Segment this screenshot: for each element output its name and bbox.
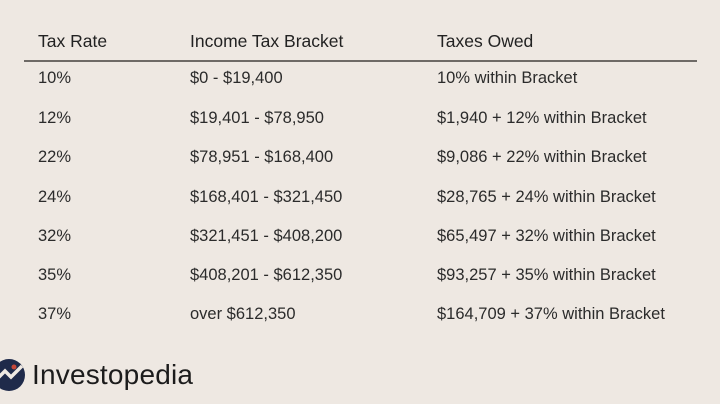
- cell-tax-rate: 24%: [38, 188, 72, 206]
- header-income-tax-bracket: Income Tax Bracket: [190, 31, 344, 51]
- cell-taxes-owed: $164,709 + 37% within Bracket: [437, 305, 665, 323]
- cell-tax-rate: 22%: [38, 148, 72, 166]
- cell-taxes-owed: $65,497 + 32% within Bracket: [437, 227, 656, 245]
- cell-income-bracket: over $612,350: [190, 305, 296, 323]
- cell-income-bracket: $168,401 - $321,450: [190, 188, 343, 206]
- table-row: 32% $321,451 - $408,200 $65,497 + 32% with…: [0, 224, 720, 248]
- header-divider: [24, 60, 697, 62]
- cell-tax-rate: 10%: [38, 69, 72, 87]
- cell-tax-rate: 37%: [38, 305, 72, 323]
- cell-income-bracket: $0 - $19,400: [190, 69, 283, 87]
- table-row: 35% $408,201 - $612,350 $93,257 + 35% with…: [0, 263, 720, 287]
- investopedia-logo: Investopedia: [0, 358, 193, 392]
- cell-tax-rate: 35%: [38, 266, 72, 284]
- cell-tax-rate: 32%: [38, 227, 72, 245]
- table-row: 12% $19,401 - $78,950 $1,940 + 12% within …: [0, 106, 720, 130]
- header-tax-rate: Tax Rate: [38, 31, 108, 51]
- cell-taxes-owed: $28,765 + 24% within Bracket: [437, 188, 656, 206]
- brand-name: Investopedia: [32, 359, 194, 390]
- investopedia-logo-icon: [0, 359, 25, 391]
- table-row: 37% over $612,350 $164,709 + 37% within Br…: [0, 302, 720, 326]
- cell-tax-rate: 12%: [38, 109, 72, 127]
- cell-income-bracket: $408,201 - $612,350: [190, 266, 343, 284]
- table-row: 24% $168,401 - $321,450 $28,765 + 24% with…: [0, 185, 720, 209]
- cell-income-bracket: $321,451 - $408,200: [190, 227, 343, 245]
- cell-taxes-owed: $9,086 + 22% within Bracket: [437, 148, 647, 166]
- cell-income-bracket: $78,951 - $168,400: [190, 148, 334, 166]
- table-row: 22% $78,951 - $168,400 $9,086 + 22% within…: [0, 145, 720, 169]
- cell-taxes-owed: $93,257 + 35% within Bracket: [437, 266, 656, 284]
- cell-income-bracket: $19,401 - $78,950: [190, 109, 324, 127]
- table-header: Tax Rate Income Tax Bracket Taxes Owed: [0, 29, 720, 53]
- table-row: 10% $0 - $19,400 10% within Bracket: [0, 66, 720, 90]
- cell-taxes-owed: 10% within Bracket: [437, 69, 578, 87]
- header-taxes-owed: Taxes Owed: [437, 31, 534, 51]
- cell-taxes-owed: $1,940 + 12% within Bracket: [437, 109, 647, 127]
